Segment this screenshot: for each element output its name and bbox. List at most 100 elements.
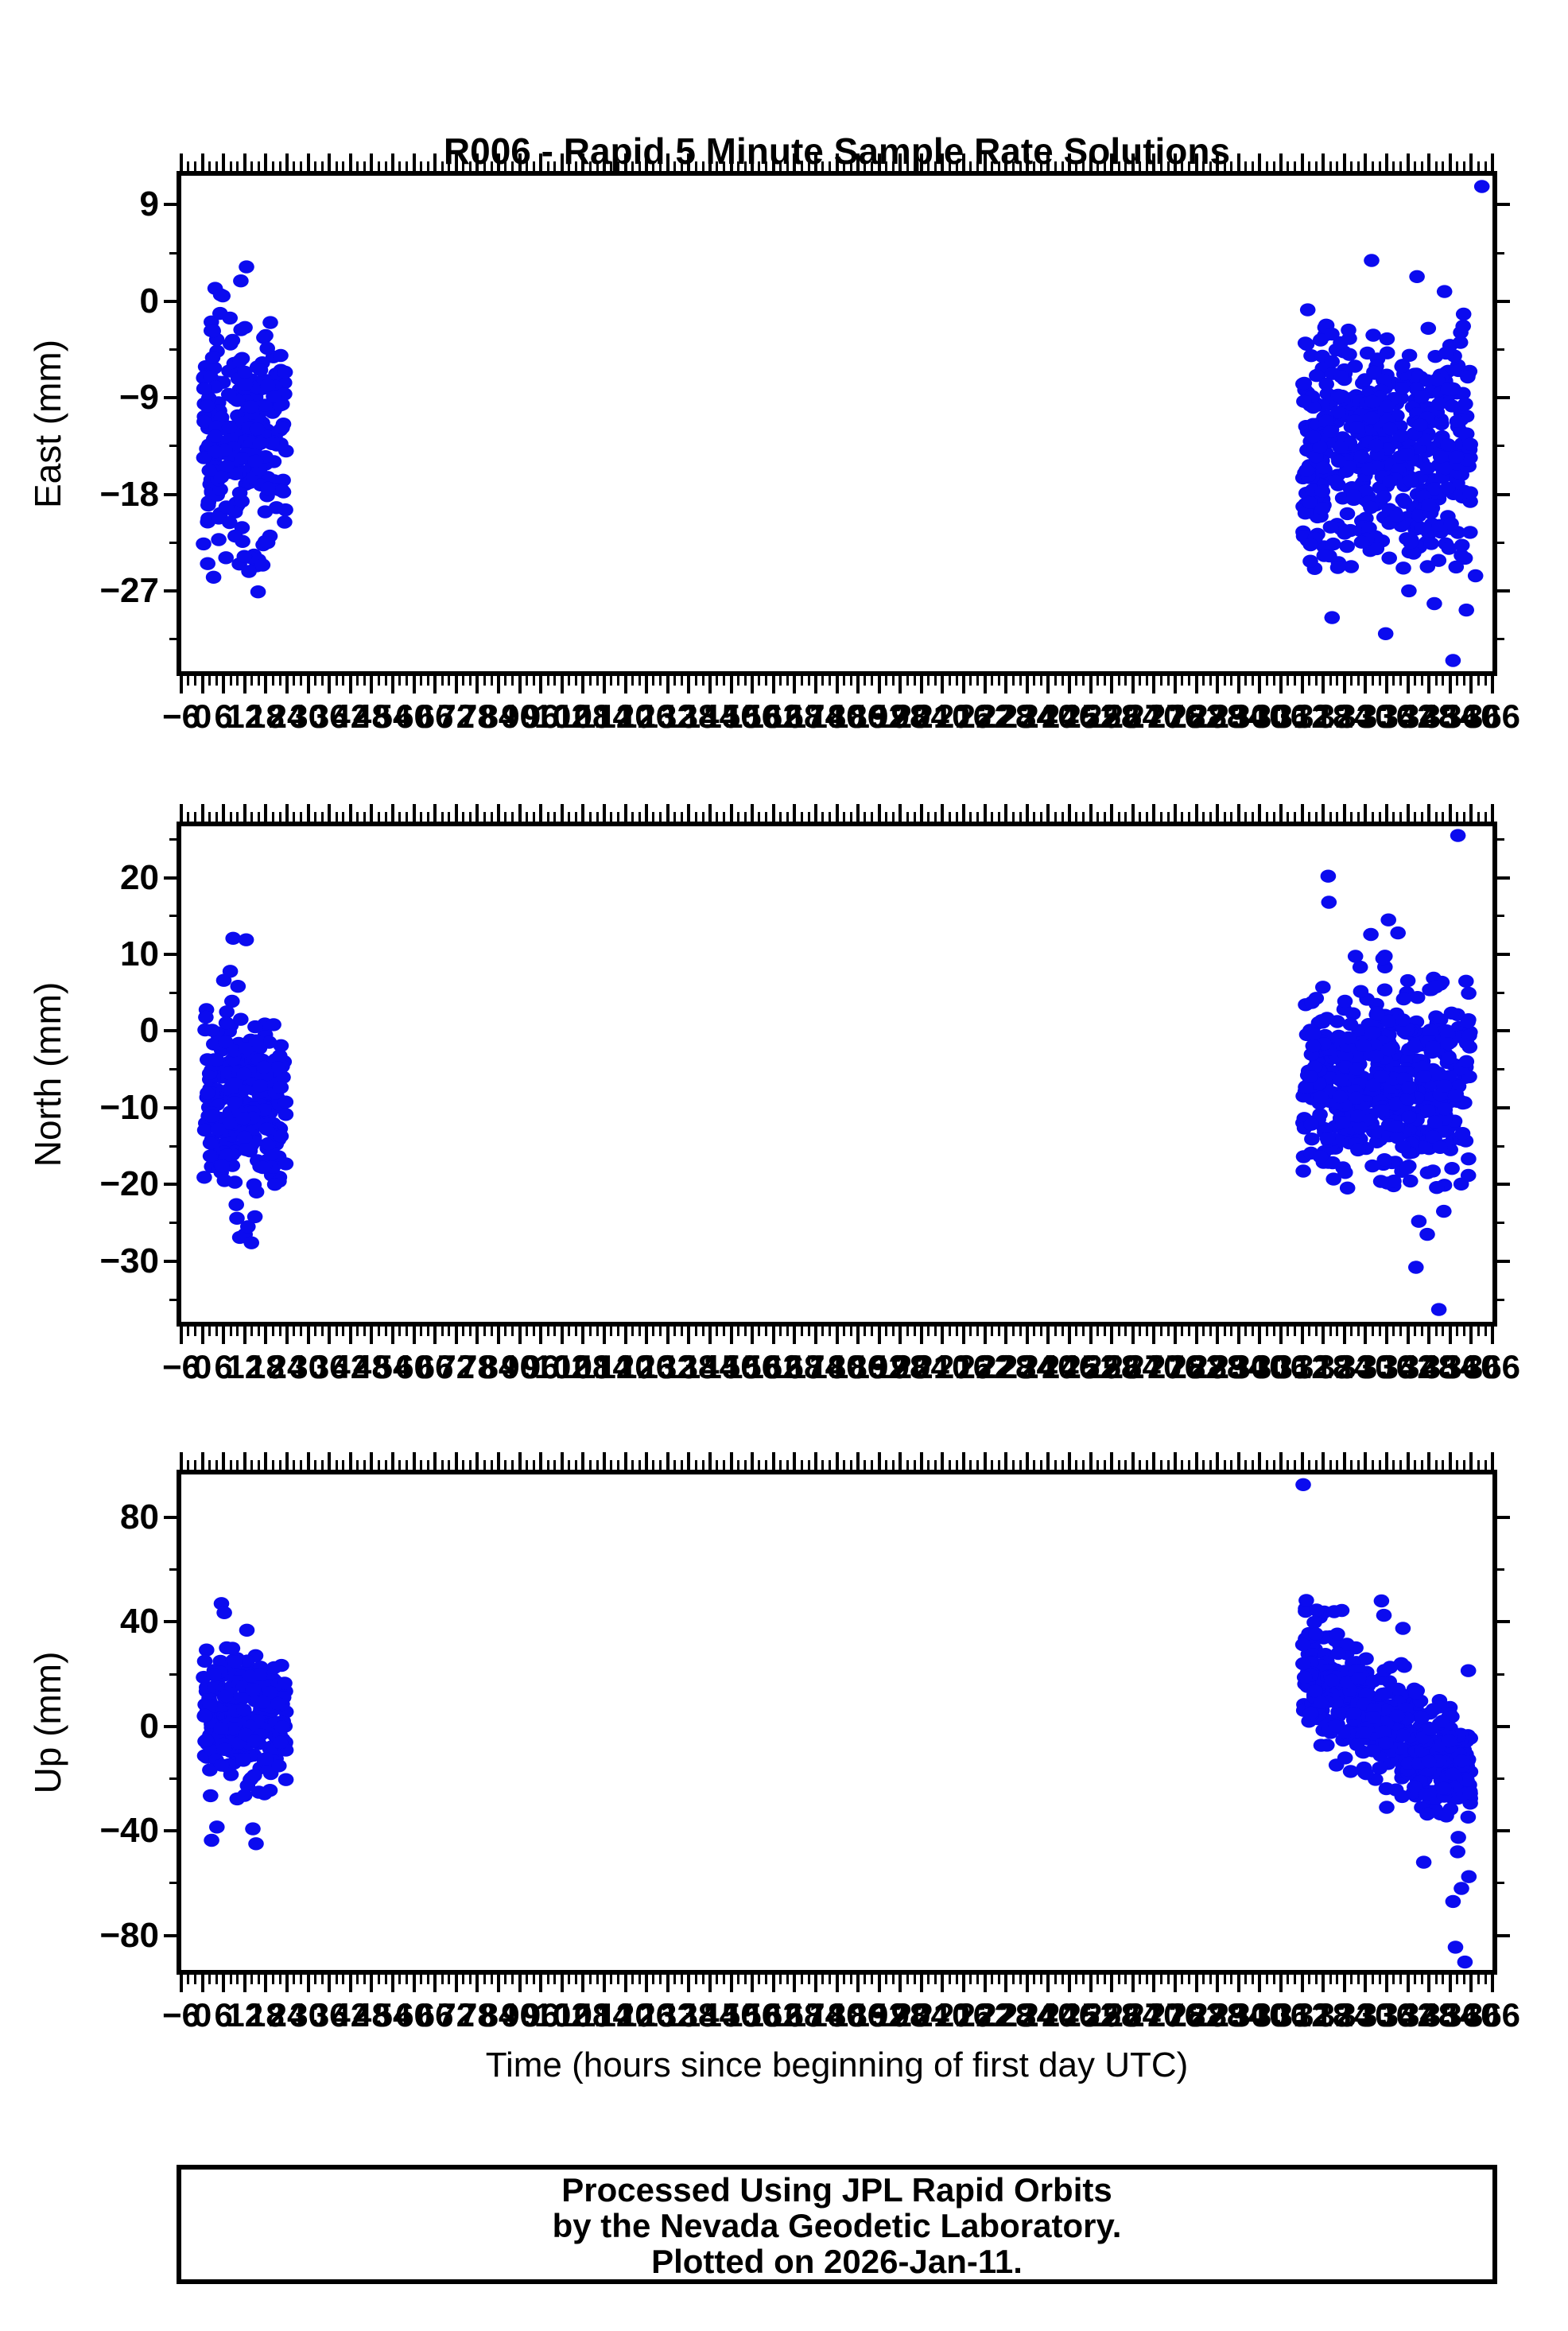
data-point — [1415, 1855, 1432, 1869]
x-minor-tick — [1477, 1327, 1480, 1336]
x-tick-label: 174 — [787, 1348, 844, 1385]
x-tick-label: 96 — [522, 1348, 560, 1385]
data-point — [1394, 1728, 1411, 1742]
x-minor-tick — [483, 1327, 486, 1336]
x-minor-tick — [1103, 1975, 1106, 1984]
x-minor-tick — [1371, 812, 1374, 822]
x-major-tick — [941, 1452, 945, 1470]
x-minor-tick — [1011, 812, 1015, 822]
data-point — [1368, 542, 1385, 556]
x-tick-label: 126 — [619, 697, 675, 735]
x-minor-tick — [1230, 812, 1233, 822]
x-major-tick — [729, 804, 733, 822]
data-point — [1411, 509, 1427, 523]
x-minor-tick — [969, 1327, 972, 1336]
data-point — [1382, 475, 1398, 488]
data-point — [1432, 1013, 1449, 1027]
x-minor-tick — [532, 676, 535, 686]
x-minor-tick — [462, 1975, 465, 1984]
x-major-tick — [1300, 1452, 1304, 1470]
x-major-tick — [1131, 153, 1135, 171]
data-point — [236, 1789, 253, 1802]
x-minor-tick — [1329, 1460, 1332, 1470]
x-minor-tick — [948, 1327, 951, 1336]
x-tick-label: 252 — [1062, 1996, 1119, 2034]
x-minor-tick — [864, 812, 867, 822]
data-point — [1373, 1594, 1390, 1608]
x-tick-label: 312 — [1274, 1348, 1330, 1385]
x-minor-tick — [680, 676, 683, 686]
x-minor-tick — [1188, 1327, 1191, 1336]
data-point — [1461, 986, 1477, 1000]
x-major-tick — [623, 676, 627, 693]
data-point — [1312, 1150, 1329, 1164]
x-minor-tick — [913, 676, 916, 686]
x-tick-label: 168 — [767, 1348, 823, 1385]
data-point — [1426, 596, 1442, 611]
x-major-tick — [941, 676, 945, 693]
data-point — [1332, 1073, 1349, 1087]
x-tick-label: 138 — [661, 1996, 717, 2034]
x-minor-tick — [1230, 1327, 1233, 1336]
data-point — [252, 363, 269, 377]
x-major-tick — [370, 153, 374, 171]
x-minor-tick — [1294, 1975, 1297, 1984]
x-minor-tick — [215, 161, 218, 171]
x-minor-tick — [504, 1327, 507, 1336]
data-point — [1313, 1090, 1329, 1104]
x-major-tick — [496, 804, 500, 822]
x-minor-tick — [363, 1460, 366, 1470]
x-tick-label: 240 — [1020, 1348, 1077, 1385]
x-minor-tick — [934, 161, 937, 171]
data-point — [218, 1035, 234, 1049]
x-minor-tick — [313, 161, 316, 171]
x-major-tick — [264, 153, 268, 171]
x-minor-tick — [1096, 161, 1100, 171]
x-minor-tick — [1477, 676, 1480, 686]
data-point — [1313, 1739, 1329, 1752]
x-minor-tick — [1287, 1460, 1290, 1470]
x-minor-tick — [236, 1460, 239, 1470]
x-major-tick — [1025, 804, 1029, 822]
x-minor-tick — [1392, 812, 1395, 822]
x-minor-tick — [1484, 1327, 1487, 1336]
x-major-tick — [1406, 1452, 1410, 1470]
x-major-tick — [1469, 1975, 1473, 1992]
data-point — [1395, 1013, 1411, 1027]
x-minor-tick — [1307, 1327, 1310, 1336]
x-major-tick — [1216, 1975, 1220, 1992]
x-minor-tick — [398, 812, 402, 822]
x-minor-tick — [490, 1975, 493, 1984]
y-minor-tick — [1497, 1777, 1504, 1780]
data-point — [1420, 1104, 1436, 1117]
x-minor-tick — [1202, 812, 1205, 822]
x-minor-tick — [842, 1327, 845, 1336]
x-minor-tick — [1420, 676, 1423, 686]
data-point — [277, 515, 293, 529]
x-minor-tick — [1265, 1327, 1268, 1336]
data-point — [222, 965, 239, 978]
x-minor-tick — [1061, 1460, 1064, 1470]
x-major-tick — [1406, 676, 1410, 693]
x-major-tick — [200, 153, 204, 171]
data-point — [1440, 438, 1456, 452]
x-minor-tick — [638, 676, 641, 686]
x-minor-tick — [532, 812, 535, 822]
x-minor-tick — [208, 1460, 211, 1470]
x-minor-tick — [1350, 1327, 1353, 1336]
x-minor-tick — [377, 812, 380, 822]
data-point — [1459, 1774, 1475, 1787]
x-tick-label: 348 — [1401, 1996, 1457, 2034]
x-minor-tick — [293, 1327, 296, 1336]
x-major-tick — [412, 804, 416, 822]
x-major-tick — [623, 1975, 627, 1992]
data-point — [235, 1691, 251, 1705]
x-minor-tick — [1146, 1327, 1149, 1336]
x-major-tick — [602, 1452, 606, 1470]
data-point — [1347, 359, 1363, 373]
x-minor-tick — [448, 161, 451, 171]
data-point — [1376, 983, 1393, 997]
data-point — [1460, 1015, 1476, 1029]
x-minor-tick — [1413, 161, 1416, 171]
x-major-tick — [560, 1975, 564, 1992]
